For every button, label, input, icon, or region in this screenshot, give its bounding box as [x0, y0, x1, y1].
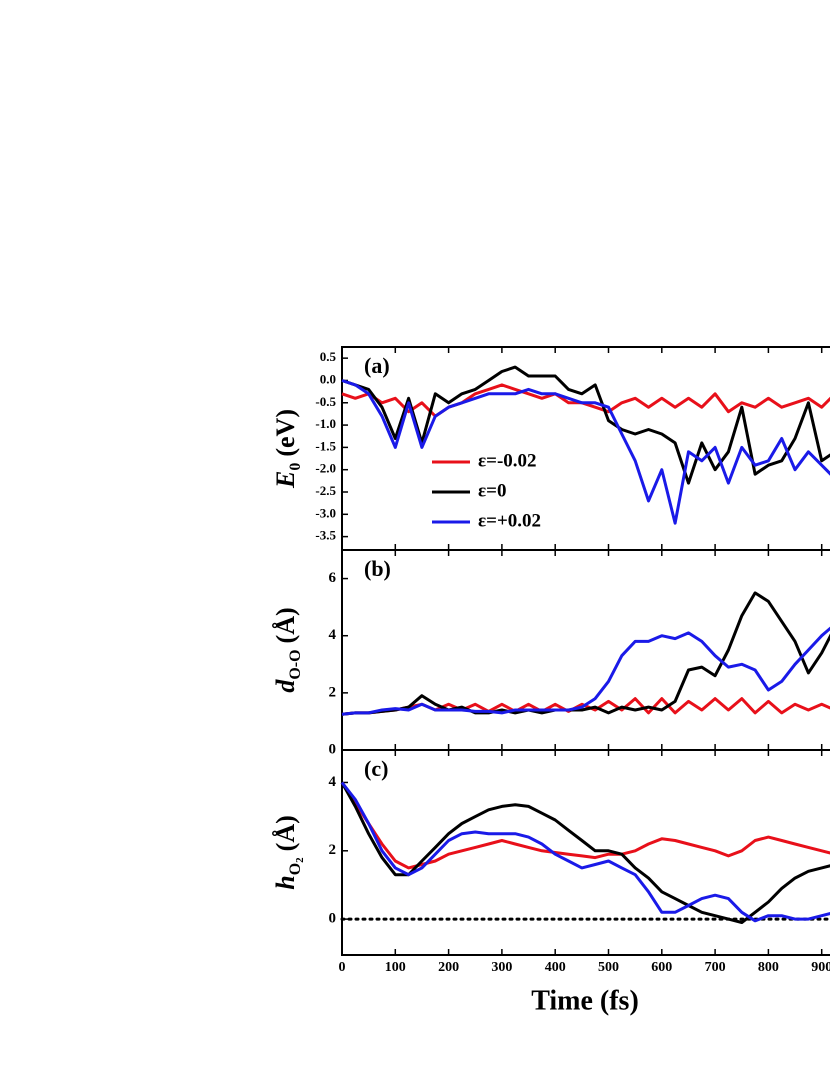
panel-label: (a) — [364, 353, 390, 378]
x-tick-label: 500 — [598, 960, 619, 975]
x-tick-label: 700 — [705, 960, 726, 975]
y-axis-label: hO2 (Å) — [271, 815, 306, 890]
y-tick-label: 0.0 — [320, 371, 336, 386]
plot-frame — [341, 346, 830, 551]
y-label-symbol: d — [271, 679, 300, 693]
y-tick-label: 6 — [329, 570, 337, 586]
y-tick-label: 0.5 — [320, 349, 337, 364]
y-tick-label: 0 — [329, 911, 337, 927]
y-tick-label: -1.0 — [315, 416, 336, 431]
y-tick-label: 4 — [329, 774, 337, 790]
series-line — [340, 781, 830, 924]
legend-label: ε=0 — [478, 480, 506, 501]
plot-frame — [341, 749, 830, 956]
y-label-subscript: O-O — [287, 649, 304, 679]
x-axis-label: Time (fs) — [531, 985, 639, 1016]
series-line — [341, 626, 830, 716]
series-line — [341, 591, 830, 716]
y-label-symbol: E — [271, 471, 300, 489]
y-label-unit: (eV) — [271, 409, 300, 457]
y-tick-label: -1.5 — [315, 438, 336, 453]
panel: 0 2 4 6 (b) dO-O (Å) — [271, 549, 830, 757]
x-tick-label: 400 — [545, 960, 566, 975]
plot-frame — [341, 549, 830, 751]
y-tick-label: -0.5 — [315, 394, 336, 409]
series-line — [341, 383, 830, 418]
panel-label: (b) — [364, 556, 391, 581]
y-label-subsubscript: 2 — [294, 857, 306, 863]
legend-label: ε=-0.02 — [478, 450, 537, 471]
panel: 0 100 200 300 400 500 600 700 800 900024(c)hO2(Å)… — [271, 749, 830, 1016]
y-tick-label: 4 — [329, 627, 337, 643]
y-label-symbol: h — [271, 875, 300, 889]
y-tick-label: 2 — [329, 684, 337, 700]
y-tick-label: 2 — [329, 842, 337, 858]
y-tick-label: -2.5 — [315, 483, 336, 498]
x-tick-label: 900 — [811, 960, 830, 975]
y-tick-label: -3.0 — [315, 505, 336, 520]
series-line — [340, 781, 830, 870]
y-tick-label: -2.0 — [315, 461, 336, 476]
y-label-unit: (Å) — [271, 815, 300, 851]
x-tick-label: 100 — [385, 960, 406, 975]
legend-label: ε=+0.02 — [478, 510, 541, 531]
series-line — [341, 379, 830, 525]
x-tick-label: 300 — [491, 960, 512, 975]
x-tick-label: 200 — [438, 960, 459, 975]
y-label-subscript: 0 — [287, 463, 304, 471]
panel: 0.5 0.0 -0.5 -1.0 -1.5 -2.0 -2.5 -3.0 -3.5 (a) E0 (… — [271, 346, 830, 551]
y-axis-label: dO-O (Å) — [271, 607, 304, 692]
series-line — [341, 365, 830, 485]
panel-label: (c) — [364, 756, 388, 781]
x-tick-label: 800 — [758, 960, 779, 975]
y-tick-label: -3.5 — [315, 528, 336, 543]
y-label-unit: (Å) — [271, 607, 300, 643]
x-tick-label: 600 — [651, 960, 672, 975]
y-label-subscript: O — [287, 863, 304, 875]
y-tick-label: 0 — [329, 741, 337, 757]
series-line — [340, 781, 830, 923]
y-axis-label: E0 (eV) — [271, 409, 304, 489]
x-tick-label: 0 — [339, 960, 346, 975]
